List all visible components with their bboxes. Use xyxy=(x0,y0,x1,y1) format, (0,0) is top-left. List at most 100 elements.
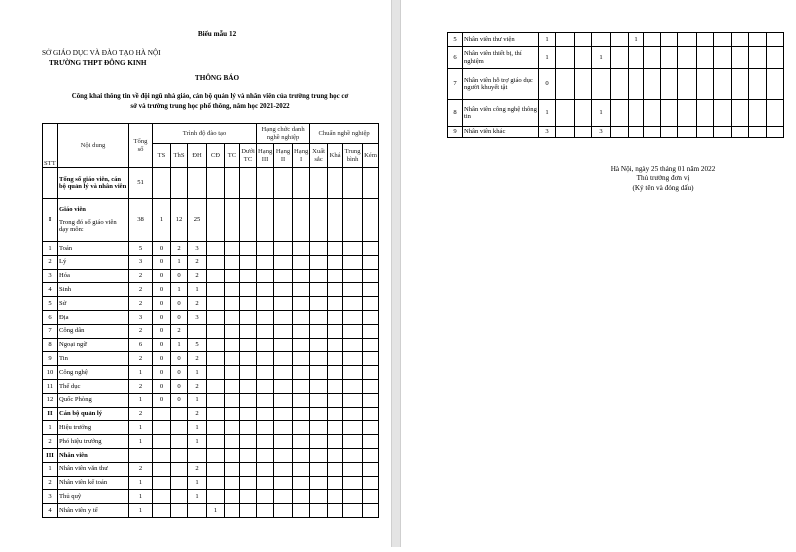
row-value: 3 xyxy=(128,309,153,325)
row-value xyxy=(628,99,644,127)
row-value: 2 xyxy=(187,254,207,270)
row-value xyxy=(643,32,661,47)
row-value xyxy=(643,126,661,138)
signature-place-date: Hà Nội, ngày 25 tháng 01 năm 2022 xyxy=(610,165,716,173)
row-value xyxy=(224,378,240,394)
row-value xyxy=(660,99,678,127)
row-value xyxy=(224,198,240,242)
row-value xyxy=(574,126,592,138)
row-content: Công dân xyxy=(57,323,129,339)
table-row: 5 Sử 2 0 0 2 xyxy=(42,296,380,311)
row-value: 0 xyxy=(152,392,171,408)
row-value xyxy=(309,503,329,518)
row-value xyxy=(206,365,225,380)
row-stt: 4 xyxy=(42,282,58,298)
row-value xyxy=(327,392,344,408)
row-value xyxy=(292,198,311,242)
row-value xyxy=(238,323,258,339)
row-value xyxy=(238,254,258,270)
row-value xyxy=(342,337,364,353)
table-row: I Giáo viên Trong đó số giáo viên dạy môn:… xyxy=(42,198,380,242)
row-value xyxy=(731,46,749,69)
row-value xyxy=(731,32,749,47)
row-content: Nhân viên văn thư xyxy=(57,461,129,477)
row-stt: 7 xyxy=(447,68,463,100)
department-name: SỞ GIÁO DỤC VÀ ĐÀO TẠO HÀ NỘI xyxy=(42,49,161,57)
row-value xyxy=(327,503,344,518)
row-value: 1 xyxy=(187,392,207,408)
row-value xyxy=(327,351,344,367)
row-value xyxy=(256,337,275,353)
row-value xyxy=(206,337,225,353)
row-value xyxy=(238,503,258,518)
row-value: 1 xyxy=(128,475,153,491)
row-value xyxy=(628,46,644,69)
header-training-level: Trình độ đào tạo xyxy=(151,123,258,144)
row-value xyxy=(342,198,364,242)
row-value: 0 xyxy=(152,337,171,353)
row-value xyxy=(292,241,311,256)
row-value xyxy=(256,241,275,256)
row-value: 0 xyxy=(538,68,556,100)
row-value xyxy=(591,32,611,47)
row-value: 0 xyxy=(170,365,188,380)
row-value: 1 xyxy=(170,337,188,353)
row-value xyxy=(292,268,311,284)
row-value xyxy=(238,337,258,353)
row-value xyxy=(292,282,311,298)
row-value xyxy=(256,323,275,339)
row-value: 1 xyxy=(538,46,556,69)
row-value xyxy=(362,447,380,463)
row-value xyxy=(224,406,240,422)
row-value: 0 xyxy=(170,268,188,284)
row-value xyxy=(362,461,380,477)
row-value xyxy=(152,167,171,199)
row-value xyxy=(342,365,364,380)
row-value xyxy=(342,351,364,367)
row-content: Công nghệ xyxy=(57,365,129,380)
row-value xyxy=(224,461,240,477)
row-value xyxy=(238,461,258,477)
row-value xyxy=(309,461,329,477)
row-value xyxy=(238,268,258,284)
row-value: 0 xyxy=(152,323,171,339)
document-subtitle-line2: sở và trường trung học phổ thông, năm họ… xyxy=(130,103,290,110)
row-value: 0 xyxy=(152,365,171,380)
row-value: 51 xyxy=(128,167,153,199)
table-row: 1 Toán 5 0 2 3 xyxy=(42,241,380,256)
row-value xyxy=(187,323,207,339)
row-content-label: Công nghệ xyxy=(59,368,88,376)
row-value: 1 xyxy=(128,489,153,505)
row-value: 6 xyxy=(128,337,153,353)
row-value xyxy=(327,309,344,325)
row-content-label: Nhân viên hỗ trợ giáo dục người khuyết t… xyxy=(464,76,533,92)
row-value xyxy=(342,489,364,505)
row-value xyxy=(309,323,329,339)
row-value: 1 xyxy=(170,254,188,270)
school-name: TRƯỜNG THPT ĐÔNG KINH xyxy=(49,59,147,67)
row-value xyxy=(574,99,592,127)
row-value xyxy=(677,46,697,69)
row-value xyxy=(224,323,240,339)
row-value xyxy=(292,461,311,477)
row-content-label: Thủ quỹ xyxy=(59,492,82,500)
row-value: 2 xyxy=(187,296,207,311)
row-value xyxy=(256,167,275,199)
row-value xyxy=(273,241,294,256)
row-value xyxy=(273,167,294,199)
row-value xyxy=(224,475,240,491)
row-stt: 2 xyxy=(42,475,58,491)
row-value xyxy=(238,296,258,311)
table-row: 1 Nhân viên văn thư 2 2 xyxy=(42,461,380,477)
row-content-label: Cán bộ quản lý xyxy=(59,410,103,418)
header-sub-9: Xuất sắc xyxy=(309,143,329,168)
row-value xyxy=(362,254,380,270)
row-value xyxy=(731,99,749,127)
header-sub-0: TS xyxy=(152,143,171,168)
row-value xyxy=(713,68,732,100)
table-row: 9 Tin 2 0 0 2 xyxy=(42,351,380,367)
row-value xyxy=(696,32,714,47)
row-value: 1 xyxy=(152,198,171,242)
row-stt: 3 xyxy=(42,489,58,505)
row-value xyxy=(128,447,153,463)
